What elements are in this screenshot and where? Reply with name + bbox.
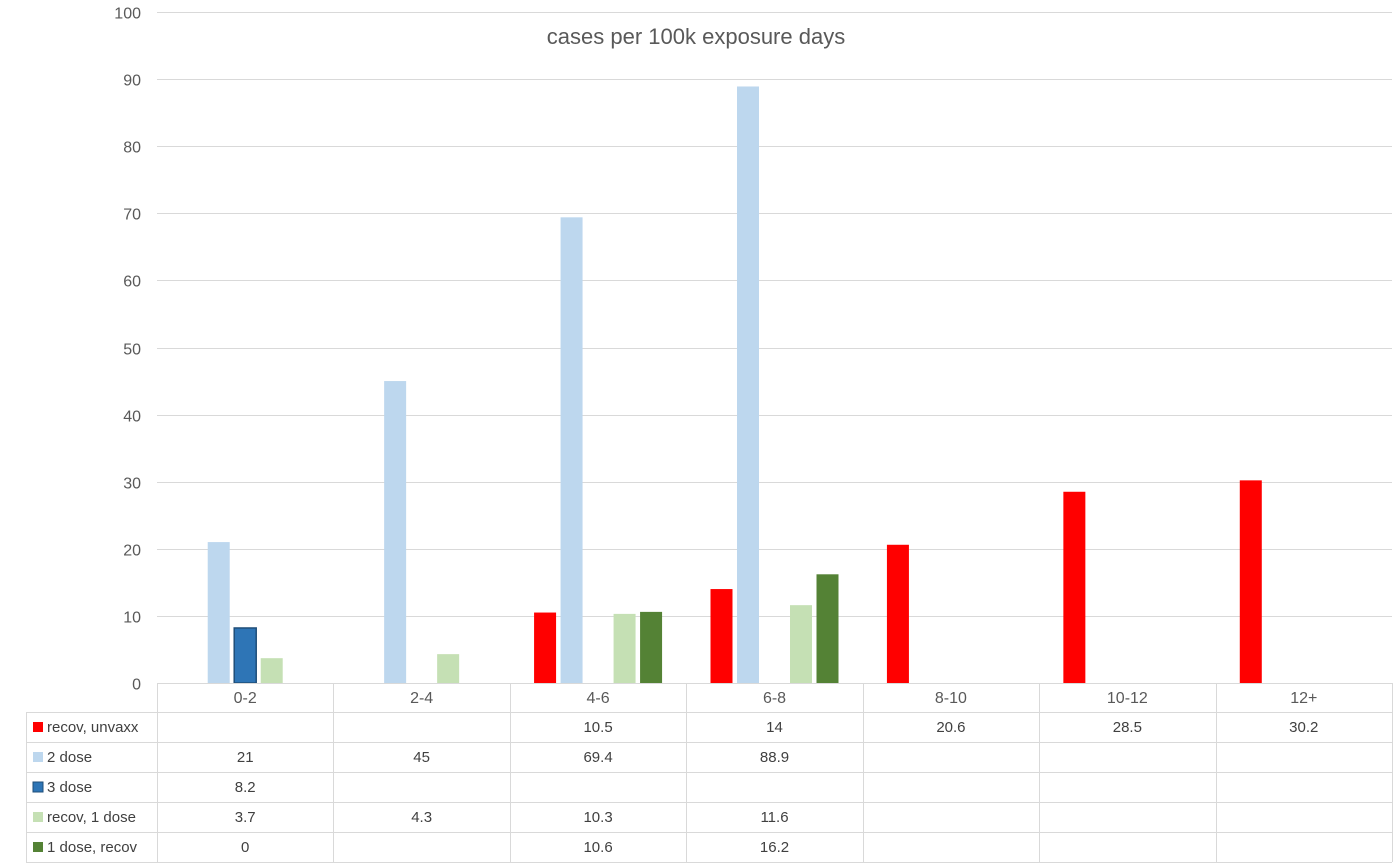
x-tick-label: 0-2 — [234, 690, 257, 707]
y-tick-label: 60 — [123, 274, 141, 291]
legend-label: 3 dose — [47, 779, 92, 796]
bar — [1239, 480, 1262, 683]
legend-key — [32, 781, 44, 793]
x-tick-label: 4-6 — [587, 690, 610, 707]
legend-label: recov, 1 dose — [47, 809, 136, 826]
bar — [560, 217, 583, 684]
y-axis: 0 10 20 30 40 50 60 70 80 90 100 — [114, 6, 141, 694]
bar — [710, 589, 733, 683]
data-label: 30.2 — [1289, 719, 1318, 736]
bar — [534, 612, 557, 683]
bar — [737, 86, 759, 683]
bar — [1063, 491, 1086, 683]
legend-key — [33, 812, 43, 822]
data-label: 20.6 — [936, 719, 965, 736]
y-tick-label: 80 — [123, 140, 141, 157]
legend-label: recov, unvaxx — [47, 719, 139, 736]
data-label: 8.2 — [235, 779, 256, 796]
bar — [613, 613, 636, 683]
bar — [816, 574, 839, 683]
gridlines — [157, 12, 1392, 617]
legend-key — [33, 842, 43, 852]
y-tick-label: 30 — [123, 476, 141, 493]
data-label: 3.7 — [235, 809, 256, 826]
bar — [437, 654, 460, 683]
bar — [640, 611, 663, 683]
legend-key — [33, 722, 43, 732]
y-tick-label: 20 — [123, 543, 141, 560]
x-tick-label: 2-4 — [410, 690, 433, 707]
data-table: 0-2 2-4 4-6 6-8 8-10 10-12 12+ recov, unvaxx 10.… — [26, 683, 1393, 863]
bar — [790, 605, 812, 683]
x-tick-label: 6-8 — [763, 690, 786, 707]
y-tick-label: 10 — [123, 610, 141, 627]
data-label: 45 — [413, 749, 430, 766]
legend-label: 1 dose, recov — [47, 839, 138, 856]
x-tick-label: 8-10 — [935, 690, 967, 707]
y-tick-label: 40 — [123, 409, 141, 426]
bars — [207, 86, 1262, 684]
data-label: 10.5 — [583, 719, 612, 736]
y-tick-label: 90 — [123, 73, 141, 90]
data-label: 0 — [241, 839, 249, 856]
data-label: 28.5 — [1113, 719, 1142, 736]
y-tick-label: 50 — [123, 342, 141, 359]
bar — [384, 381, 407, 683]
data-label: 10.6 — [583, 839, 612, 856]
y-tick-label: 100 — [114, 6, 141, 23]
bar — [260, 658, 283, 683]
data-label: 10.3 — [583, 809, 612, 826]
data-label: 11.6 — [760, 809, 788, 826]
bar — [233, 627, 257, 684]
legend-key — [33, 752, 43, 762]
chart-title: cases per 100k exposure days — [547, 24, 845, 49]
data-label: 69.4 — [583, 749, 612, 766]
data-label: 16.2 — [760, 839, 789, 856]
data-label: 88.9 — [760, 749, 789, 766]
data-label: 14 — [766, 719, 783, 736]
bar — [886, 544, 909, 683]
data-label: 4.3 — [411, 809, 432, 826]
y-tick-label: 70 — [123, 207, 141, 224]
data-label: 21 — [237, 749, 254, 766]
legend-label: 2 dose — [47, 749, 92, 766]
x-tick-label: 10-12 — [1107, 690, 1148, 707]
y-tick-label: 0 — [132, 677, 141, 694]
x-tick-label: 12+ — [1290, 690, 1317, 707]
bar — [207, 542, 230, 683]
